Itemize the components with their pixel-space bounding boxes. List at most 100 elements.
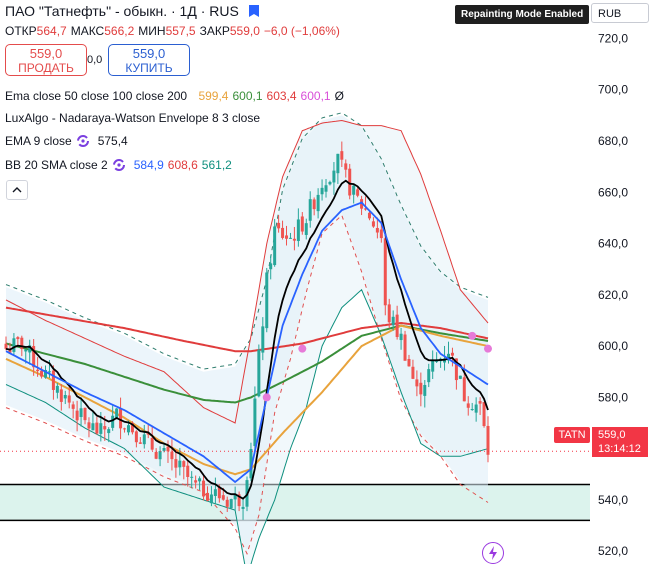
indicator-value: 600,1 — [300, 89, 331, 103]
candle-body — [478, 401, 482, 404]
collapse-legend-button[interactable] — [6, 180, 28, 200]
refresh-icon[interactable] — [76, 134, 90, 148]
candle-body — [202, 480, 206, 497]
candle-body — [265, 272, 269, 329]
candle-body — [123, 428, 127, 430]
indicator-name: BB 20 SMA close 2 — [5, 158, 108, 172]
candle-body — [198, 478, 202, 482]
candle-body — [162, 447, 166, 451]
bookmark-flag-icon[interactable] — [248, 5, 259, 17]
ohlc-value: −6,0 (−1,06%) — [263, 24, 340, 38]
candle-body — [419, 382, 423, 395]
price-axis-tick-label: 640,0 — [598, 237, 628, 251]
candle-body — [233, 493, 237, 500]
candle-body — [486, 425, 490, 455]
candle-body — [59, 389, 63, 402]
ema200-line — [5, 306, 489, 353]
bb-basis-line — [5, 201, 489, 484]
indicator-value: 599,4 — [198, 89, 229, 103]
ohlc-value: 564,7 — [36, 24, 67, 38]
price-axis-tick-label: 600,0 — [598, 339, 628, 353]
candle-body — [352, 185, 356, 195]
candle-body — [371, 221, 375, 227]
signal-marker — [484, 344, 492, 353]
symbol-price-tag: TATN — [554, 427, 590, 443]
candle-body — [83, 407, 87, 421]
repainting-mode-badge: Repainting Mode Enabled — [455, 5, 590, 24]
buy-button[interactable]: 559,0 КУПИТЬ — [108, 44, 190, 76]
candle-body — [474, 404, 478, 413]
candle-body — [257, 349, 261, 397]
signal-marker — [262, 393, 271, 402]
ohlc-value: 557,5 — [165, 24, 196, 38]
candle-body — [229, 499, 233, 509]
candle-body — [40, 370, 44, 377]
price-axis-tick-label: 520,0 — [598, 544, 628, 558]
candle-body — [462, 377, 466, 402]
candle-body — [356, 189, 360, 196]
candle-body — [391, 316, 395, 326]
candle-body — [316, 194, 320, 212]
indicator-legend-row[interactable]: LuxAlgo - Nadaraya-Watson Envelope 8 3 c… — [5, 110, 264, 126]
bb-lower-line — [5, 288, 489, 564]
indicator-value: Ø — [334, 89, 344, 103]
indicator-legend-row[interactable]: BB 20 SMA close 2 584,9 608,6 561,2 — [5, 157, 232, 173]
indicator-name: EMA 9 close — [5, 134, 72, 148]
sell-price: 559,0 — [29, 46, 63, 61]
lightning-button[interactable] — [482, 542, 504, 564]
ohlc-readout: ОТКР564,7 МАКС566,2 МИН557,5 ЗАКР559,0 −6,0 … — [5, 23, 344, 39]
signal-marker — [298, 344, 307, 353]
candle-body — [209, 494, 213, 504]
candle-body — [379, 229, 383, 239]
candle-body — [423, 384, 427, 396]
candle-body — [115, 408, 119, 419]
candle-body — [324, 185, 328, 192]
last-price-value: 559,0 — [598, 429, 626, 441]
indicator-value: 603,4 — [266, 89, 297, 103]
indicator-name: LuxAlgo - Nadaraya-Watson Envelope 8 3 c… — [5, 111, 261, 125]
indicator-legend-row[interactable]: Ema close 50 close 100 close 200 599,4 60… — [5, 88, 344, 104]
candle-body — [186, 465, 190, 477]
candle-body — [174, 459, 178, 468]
candle-body — [292, 238, 296, 241]
indicator-value: 575,4 — [97, 134, 128, 148]
candle-body — [47, 371, 51, 373]
candle-body — [450, 352, 454, 356]
refresh-icon[interactable] — [112, 158, 126, 172]
candle-body — [178, 460, 182, 468]
candle-body — [364, 208, 368, 210]
bar-countdown: 13:14:12 — [598, 443, 641, 455]
candle-body — [150, 437, 154, 450]
price-axis-tick-label: 540,0 — [598, 493, 628, 507]
symbol-title: ПАО "Татнефть" - обыкн. · 1Д · RUS — [5, 3, 239, 19]
ohlc-label: ОТКР — [5, 24, 37, 38]
nw-lower-line — [5, 214, 489, 556]
candle-body — [103, 426, 107, 430]
candle-body — [20, 337, 24, 349]
candle-body — [367, 212, 371, 219]
lightning-icon — [489, 546, 497, 560]
candle-body — [332, 170, 336, 183]
buy-price: 559,0 — [132, 46, 166, 61]
sell-button[interactable]: 559,0 ПРОДАТЬ — [5, 44, 87, 76]
price-axis — [590, 0, 655, 564]
candle-body — [111, 415, 115, 428]
candle-body — [4, 343, 8, 349]
currency-selector[interactable]: RUB — [591, 3, 649, 23]
candle-body — [8, 349, 12, 353]
indicator-legend-row[interactable]: EMA 9 close 575,4 — [5, 133, 128, 149]
candle-body — [119, 408, 123, 429]
candle-body — [190, 476, 194, 478]
ohlc-value: 559,0 — [229, 24, 260, 38]
bb-fill — [6, 120, 488, 564]
candle-body — [360, 199, 364, 209]
candle-body — [454, 358, 458, 381]
candle-body — [138, 442, 142, 444]
candle-body — [225, 499, 229, 507]
candle-body — [67, 395, 71, 403]
spread-value: 0,0 — [87, 54, 103, 66]
candle-body — [470, 409, 474, 411]
candle-body — [340, 151, 344, 160]
candle-body — [253, 398, 257, 447]
